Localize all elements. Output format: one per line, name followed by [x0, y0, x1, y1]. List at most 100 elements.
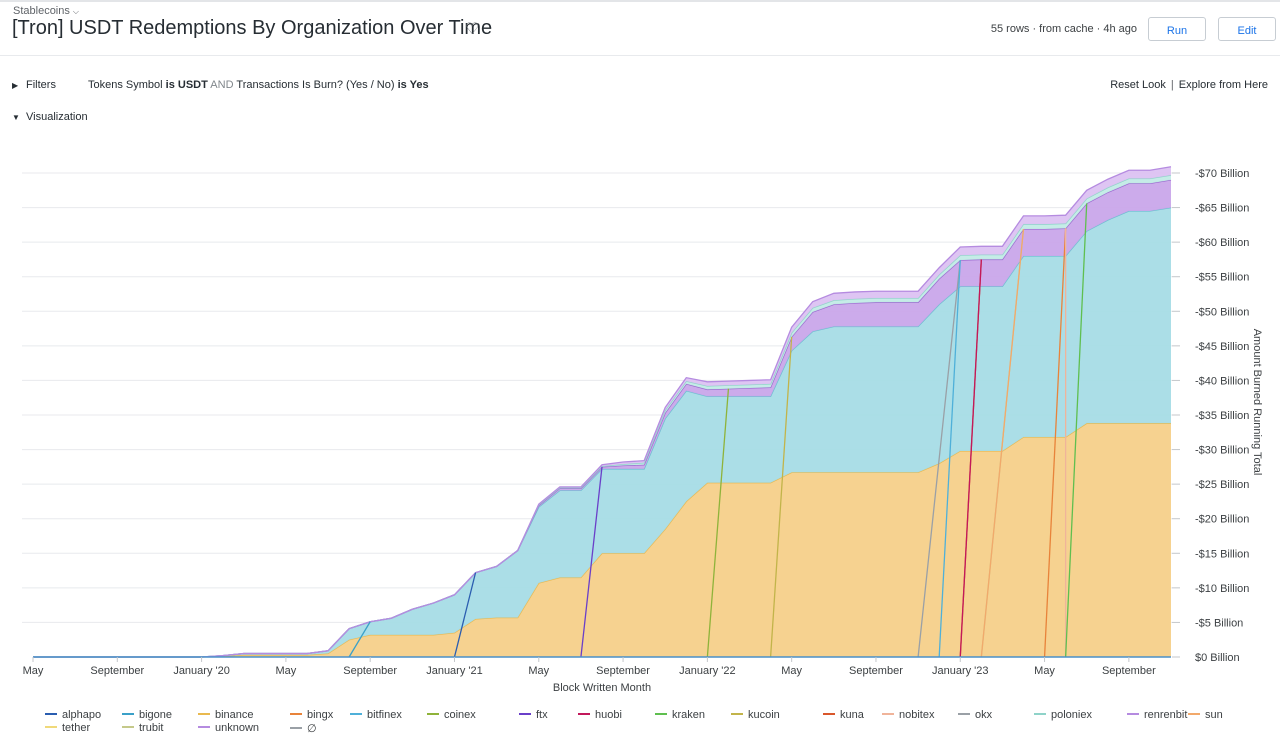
- legend-label: poloniex: [1051, 709, 1092, 721]
- legend-item-trubit[interactable]: trubit: [122, 722, 163, 734]
- legend-item-ftx[interactable]: ftx: [519, 709, 548, 721]
- legend-swatch: [823, 713, 835, 716]
- legend-item-poloniex[interactable]: poloniex: [1034, 709, 1092, 721]
- filter-summary: Tokens Symbol is USDT AND Transactions I…: [88, 79, 429, 91]
- x-tick-label: September: [90, 665, 144, 677]
- explore-link[interactable]: Explore from Here: [1178, 79, 1268, 91]
- legend-swatch: [578, 713, 590, 716]
- legend-item-sun[interactable]: sun: [1188, 709, 1223, 721]
- x-axis-title: Block Written Month: [553, 682, 651, 694]
- transition-lines: [348, 203, 1088, 658]
- legend-swatch: [427, 713, 439, 716]
- y-tick-label: -$20 Billion: [1195, 514, 1249, 526]
- transition-alphapo: [453, 572, 477, 658]
- y-tick-label: -$5 Billion: [1195, 617, 1243, 629]
- x-tick-label: January '20: [173, 665, 230, 677]
- legend-item-kucoin[interactable]: kucoin: [731, 709, 780, 721]
- y-tick-label: -$70 Billion: [1195, 168, 1249, 180]
- y-tick-label: -$60 Billion: [1195, 237, 1249, 249]
- legend-label: okx: [975, 709, 993, 721]
- reset-look-link[interactable]: Reset Look: [1110, 79, 1166, 91]
- legend-item-kuna[interactable]: kuna: [823, 709, 864, 721]
- legend-label: ∅: [307, 723, 317, 735]
- legend-item-binance[interactable]: binance: [198, 709, 254, 721]
- line-renrenbit: [33, 166, 1172, 658]
- x-tick-label: January '21: [426, 665, 483, 677]
- legend-label: unknown: [215, 722, 260, 734]
- legend-item-kraken[interactable]: kraken: [655, 709, 705, 721]
- legend-item-bingx[interactable]: bingx: [290, 709, 333, 721]
- legend-label: binance: [215, 709, 254, 721]
- y-tick-label: -$35 Billion: [1195, 410, 1249, 422]
- look-actions: Reset Look | Explore from Here: [1110, 79, 1268, 91]
- transition-bingx: [1043, 228, 1067, 658]
- transition-bigone: [348, 621, 371, 658]
- y-axis-title: Amount Burned Running Total: [1251, 329, 1263, 476]
- area-series: [33, 166, 1172, 658]
- filters-toggle[interactable]: Filters: [26, 79, 56, 91]
- x-tick-label: September: [849, 665, 903, 677]
- filter2-field: Transactions Is Burn? (Yes / No): [236, 79, 395, 91]
- legend-label: tether: [62, 722, 91, 734]
- link-divider: |: [1170, 79, 1174, 91]
- run-button[interactable]: Run: [1148, 17, 1206, 41]
- breadcrumb[interactable]: Stablecoins ⌵: [13, 5, 79, 17]
- legend-label: bingx: [307, 709, 334, 721]
- legend-swatch: [45, 726, 57, 729]
- legend-swatch: [198, 713, 210, 716]
- legend-label: bigone: [139, 709, 173, 721]
- y-tick-label: -$30 Billion: [1195, 445, 1249, 457]
- legend-item-coinex[interactable]: coinex: [427, 709, 476, 721]
- legend-label: kuna: [840, 709, 864, 721]
- legend-swatch: [655, 713, 667, 716]
- legend-swatch: [1188, 713, 1200, 716]
- legend-item-huobi[interactable]: huobi: [578, 709, 622, 721]
- x-tick-label: January '23: [932, 665, 989, 677]
- x-tick-label: May: [781, 665, 802, 677]
- legend-item-bitfinex[interactable]: bitfinex: [350, 709, 402, 721]
- legend-swatch: [122, 726, 134, 729]
- legend-swatch: [45, 713, 57, 716]
- legend-label: kucoin: [748, 709, 780, 721]
- y-tick-label: -$15 Billion: [1195, 548, 1249, 560]
- legend-item-okx[interactable]: okx: [958, 709, 992, 721]
- transition-okx: [917, 260, 961, 658]
- legend-item-alphapo[interactable]: alphapo: [45, 709, 101, 721]
- legend-swatch: [519, 713, 531, 716]
- legend-item-bigone[interactable]: bigone: [122, 709, 172, 721]
- legend-label: renrenbit: [1144, 709, 1188, 721]
- x-tick-label: May: [528, 665, 549, 677]
- query-meta: 55 rows · from cache · 4h ago: [990, 23, 1137, 35]
- legend-item-null[interactable]: ∅: [290, 722, 317, 735]
- legend-item-tether[interactable]: tether: [45, 722, 90, 734]
- visualization-toggle[interactable]: Visualization: [26, 111, 88, 123]
- legend-label: kraken: [672, 709, 706, 721]
- transition-kucoin: [769, 336, 793, 658]
- stacked-area-chart: May September January '20 May September Janua…: [22, 166, 1263, 694]
- legend-item-renrenbit[interactable]: renrenbit: [1127, 709, 1187, 721]
- filter2-operator: is Yes: [397, 79, 429, 91]
- breadcrumb-label: Stablecoins: [13, 5, 70, 17]
- area-tether[interactable]: [33, 207, 1171, 658]
- legend-swatch: [1127, 713, 1139, 716]
- x-axis: May September January '20 May September Janua…: [23, 657, 1156, 677]
- chevron-down-icon: ⌵: [72, 7, 79, 16]
- edit-button[interactable]: Edit: [1218, 17, 1276, 41]
- y-tick-label: -$25 Billion: [1195, 479, 1249, 491]
- filter1-field: Tokens Symbol: [88, 79, 163, 91]
- filters-expand-icon[interactable]: ▶: [12, 81, 19, 90]
- legend-label: alphapo: [62, 709, 102, 721]
- favorite-heart-icon[interactable]: ♡: [465, 21, 480, 38]
- y-axis: $0 Billion -$5 Billion -$10 Billion -$15 Bi…: [1172, 168, 1249, 664]
- top-border: [0, 0, 1280, 2]
- visualization-collapse-icon[interactable]: ▼: [12, 113, 20, 122]
- x-tick-label: January '22: [679, 665, 736, 677]
- legend-swatch: [882, 713, 894, 716]
- legend-item-nobitex[interactable]: nobitex: [882, 709, 934, 721]
- legend-swatch: [350, 713, 362, 716]
- x-tick-label: September: [1102, 665, 1156, 677]
- legend-item-unknown[interactable]: unknown: [198, 722, 259, 734]
- transition-ftx: [580, 466, 603, 658]
- area-binance[interactable]: [33, 423, 1171, 657]
- legend-swatch: [290, 713, 302, 716]
